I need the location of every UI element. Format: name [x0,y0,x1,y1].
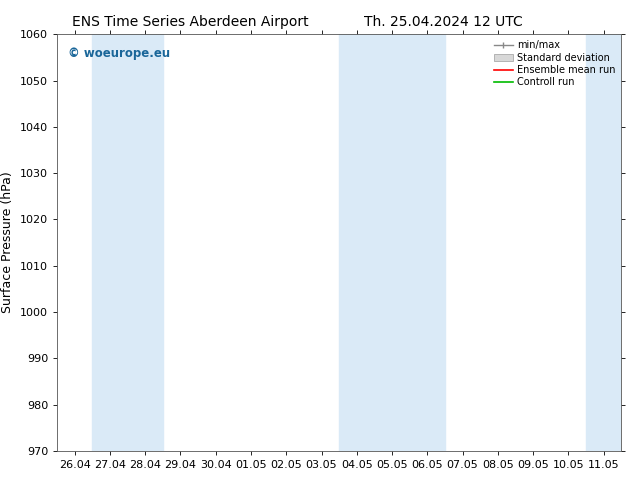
Text: © woeurope.eu: © woeurope.eu [68,47,171,60]
Bar [339,34,445,451]
Bar [586,34,634,451]
Legend: min/max, Standard deviation, Ensemble mean run, Controll run: min/max, Standard deviation, Ensemble me… [491,37,618,90]
Text: Th. 25.04.2024 12 UTC: Th. 25.04.2024 12 UTC [365,15,523,29]
Y-axis label: Surface Pressure (hPa): Surface Pressure (hPa) [1,172,15,314]
Bar [93,34,163,451]
Text: ENS Time Series Aberdeen Airport: ENS Time Series Aberdeen Airport [72,15,309,29]
Title: ENS Time Series Aberdeen Airport      Th. 25.04.2024 12 UTC: ENS Time Series Aberdeen Airport Th. 25.… [0,489,1,490]
